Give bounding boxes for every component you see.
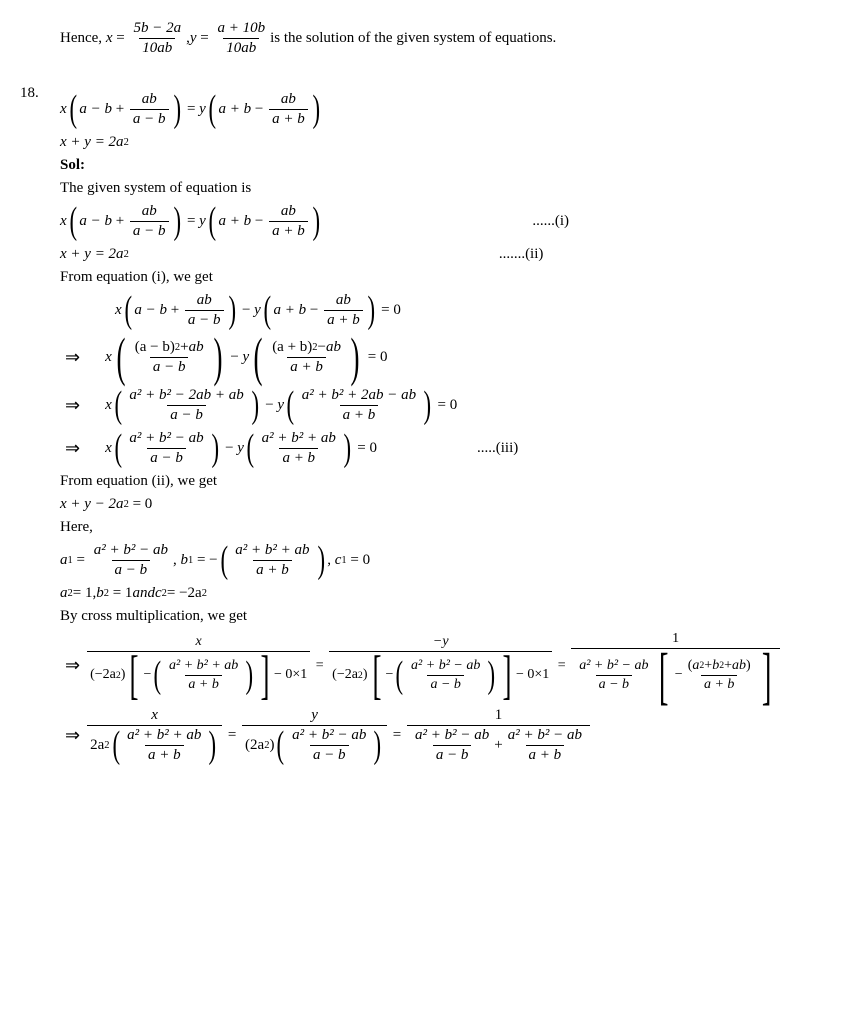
- label-i: ......(i): [322, 213, 569, 230]
- deriv-c: ⇒ x ( a² + b² − 2ab + ab a − b ) − y ( a…: [60, 387, 825, 424]
- here-label: Here,: [60, 519, 825, 536]
- intro-tail: is the solution of the given system of e…: [270, 30, 556, 47]
- deriv-a: x ( a − b + aba − b ) − y ( a + b − aba …: [60, 292, 825, 329]
- intro-line: Hence, x = 5b − 2a 10ab , y = a + 10b 10…: [20, 20, 825, 57]
- eq-ii-rewrite: x + y − 2a2 = 0: [60, 496, 825, 513]
- label-iii: .....(iii): [377, 440, 518, 457]
- equation-i: x ( a − b + aba − b ) = y ( a + b − aba …: [60, 203, 825, 240]
- frac-y: a + 10b 10ab: [214, 20, 268, 57]
- label-ii: .......(ii): [129, 246, 544, 263]
- sol-label: Sol:: [60, 157, 825, 174]
- frac-x: 5b − 2a 10ab: [130, 20, 184, 57]
- from-eq-i: From equation (i), we get: [60, 269, 825, 286]
- coeffs-2: a2 = 1, b2 = 1 and c2 = −2a2: [60, 585, 825, 602]
- problem-number: 18.: [20, 85, 60, 102]
- equation-ii: x + y = 2a2 .......(ii): [60, 246, 825, 263]
- cross-1: ⇒ x (−2a2) [ −( a² + b² + aba + b ) ] − …: [60, 631, 825, 701]
- deriv-b: ⇒ x ( (a − b)2 + ab a − b ) − y ( (a + b…: [60, 335, 825, 381]
- cross-2: ⇒ x 2a2 ( a² + b² + aba + b ) = y (: [60, 707, 825, 764]
- bycross-label: By cross multiplication, we get: [60, 608, 825, 625]
- hence-text: Hence,: [60, 30, 102, 47]
- equation-1: x ( a − b + aba − b ) = y ( a + b − aba …: [60, 91, 825, 128]
- deriv-d: ⇒ x ( a² + b² − ab a − b ) − y ( a² + b²…: [60, 430, 825, 467]
- given-text: The given system of equation is: [60, 180, 825, 197]
- equation-2: x + y = 2a2: [60, 134, 825, 151]
- from-eq-ii: From equation (ii), we get: [60, 473, 825, 490]
- coeffs-1: a1 = a² + b² − aba − b , b1 = − ( a² + b…: [60, 542, 825, 579]
